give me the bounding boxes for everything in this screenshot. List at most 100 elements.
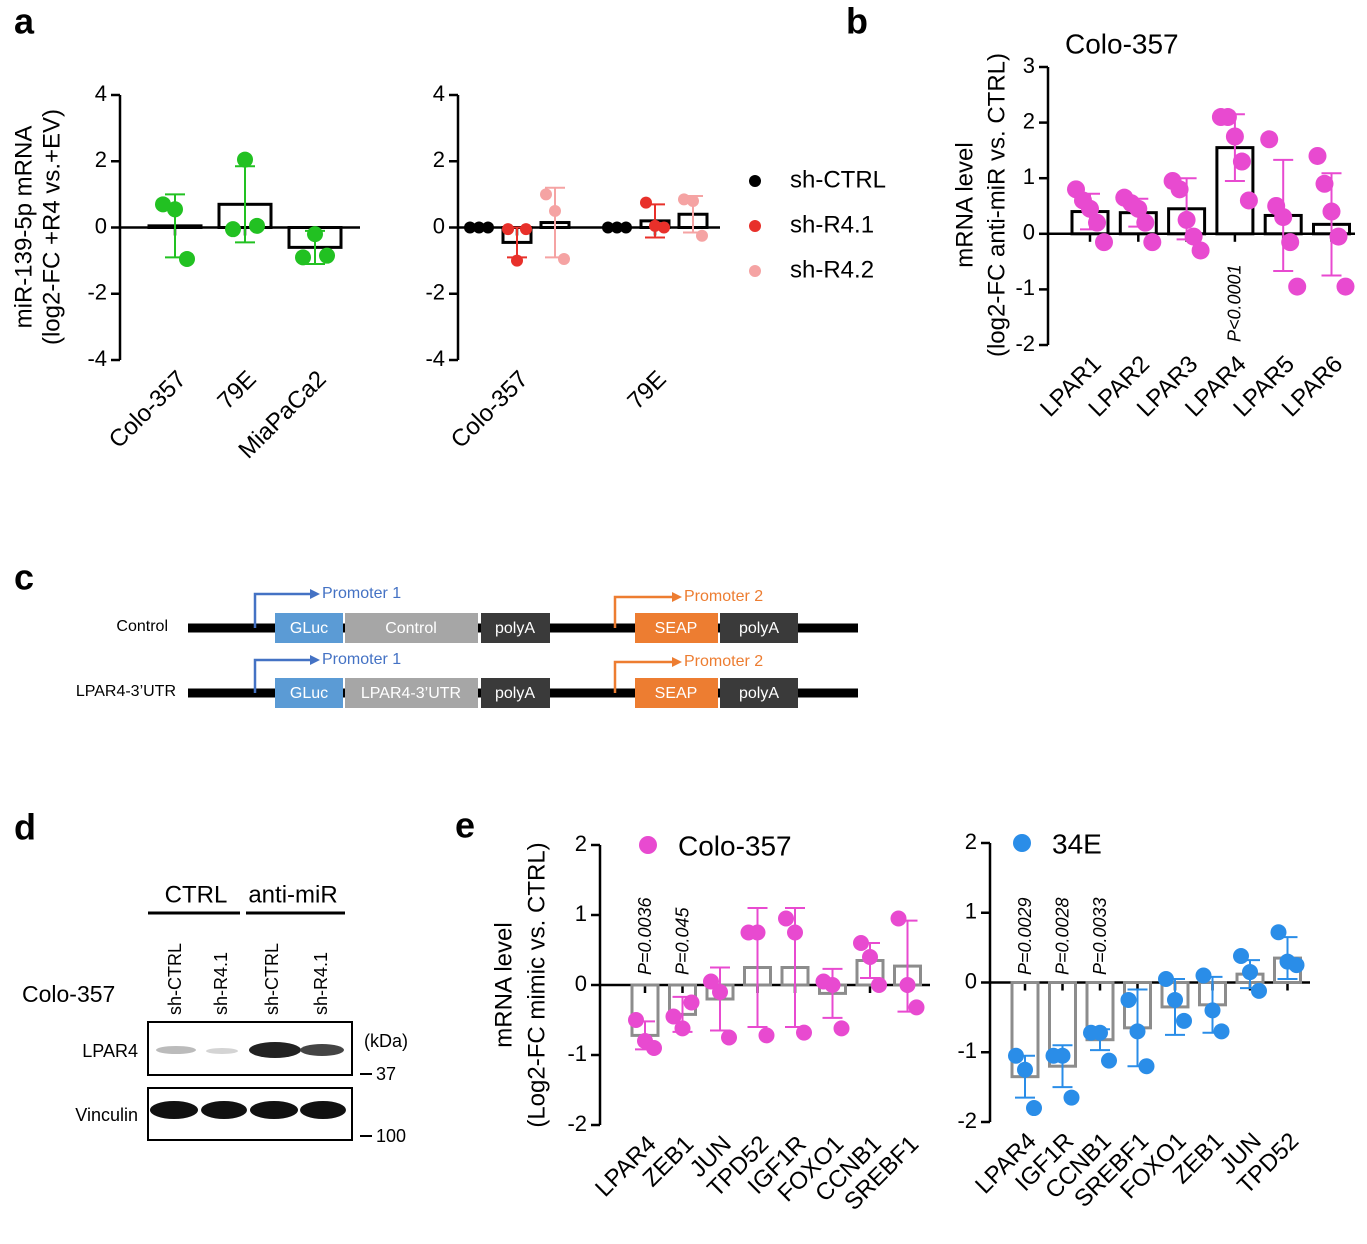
marker-label: 100 — [376, 1126, 406, 1146]
band — [250, 1101, 298, 1119]
data-point — [179, 250, 195, 267]
y-tick-label: 1 — [965, 899, 977, 924]
data-point — [473, 221, 485, 234]
legend-label: sh-R4.2 — [790, 256, 874, 283]
data-point — [1274, 208, 1293, 227]
legend-marker — [639, 836, 657, 854]
y-tick-label: -2 — [567, 1111, 587, 1136]
x-tick-label: Colo-357 — [446, 366, 534, 454]
data-point — [1336, 277, 1355, 296]
data-point — [1101, 1052, 1117, 1069]
promoter-label: Promoter 2 — [684, 653, 763, 670]
y-tick-label: 0 — [95, 213, 107, 238]
data-point — [155, 196, 171, 213]
data-point — [1170, 180, 1189, 199]
data-point — [1288, 957, 1305, 974]
promoter-arrow — [613, 595, 674, 628]
data-point — [833, 1020, 850, 1037]
data-point — [295, 249, 311, 266]
y-tick-label: -1 — [1015, 275, 1035, 300]
data-point — [1260, 130, 1279, 149]
cell-line: Colo-357 — [22, 981, 115, 1007]
data-point — [1136, 213, 1155, 232]
row-label: Control — [116, 618, 168, 635]
data-point — [620, 221, 632, 234]
band — [206, 1048, 238, 1054]
data-point — [1225, 127, 1244, 146]
data-point — [778, 910, 794, 927]
legend-label: 34E — [1052, 828, 1102, 859]
y-tick-label: 2 — [575, 831, 587, 856]
y-tick-label: 2 — [433, 147, 445, 172]
arrow-head — [672, 657, 682, 667]
gene-box — [275, 678, 343, 708]
data-point — [687, 195, 699, 207]
data-point — [862, 949, 878, 965]
data-point — [721, 1029, 737, 1046]
panel-label: a — [14, 1, 35, 42]
y-tick-label: 3 — [1023, 53, 1035, 78]
data-point — [307, 226, 323, 243]
y-tick-label: 2 — [965, 829, 977, 854]
data-point — [464, 221, 476, 234]
data-point — [249, 217, 265, 234]
lane-label: sh-R4.1 — [211, 952, 231, 1015]
gene-box — [635, 678, 718, 708]
panel-label: b — [846, 1, 868, 42]
data-point — [871, 977, 887, 993]
data-point — [319, 247, 335, 264]
data-point — [1322, 202, 1341, 221]
data-point — [1167, 991, 1183, 1008]
data-point — [1308, 146, 1327, 165]
data-point — [658, 221, 670, 234]
data-point — [1232, 152, 1251, 171]
data-point — [1218, 108, 1237, 127]
data-point — [712, 984, 728, 1000]
data-point — [1088, 213, 1106, 232]
row-label: LPAR4-3’UTR — [76, 683, 176, 700]
y-axis-label: (Log2-FC mimic vs. CTRL) — [523, 842, 550, 1127]
band — [156, 1046, 196, 1054]
y-tick-label: -2 — [1015, 331, 1035, 356]
box-label: SEAP — [655, 685, 698, 702]
annotation: P=0.0028 — [1052, 897, 1072, 975]
y-tick-label: -1 — [567, 1041, 587, 1066]
construct-row: Control Promoter 1 Promoter 2 GLuc Contr… — [116, 585, 858, 643]
legend-marker — [749, 265, 761, 277]
box-label: Control — [385, 620, 437, 637]
arrow-head — [672, 592, 682, 602]
gene-box — [635, 613, 718, 643]
box-label: polyA — [739, 685, 779, 702]
data-point — [1204, 1002, 1221, 1019]
y-tick-label: -4 — [87, 346, 107, 371]
data-point — [1158, 971, 1174, 988]
gene-box — [345, 678, 478, 708]
lane-label: sh-CTRL — [262, 943, 282, 1015]
data-point — [678, 193, 690, 206]
band — [300, 1101, 346, 1119]
y-axis-label: (log2-FC +R4 vs.+EV) — [38, 109, 65, 345]
unit-label: (kDa) — [364, 1031, 408, 1051]
box-label: polyA — [739, 620, 779, 637]
data-point — [1191, 241, 1210, 260]
data-point — [1120, 991, 1137, 1008]
data-point — [1054, 1047, 1071, 1064]
data-point — [853, 935, 869, 951]
data-point — [1242, 964, 1258, 981]
construct-diagram: Control Promoter 1 Promoter 2 GLuc Contr… — [76, 585, 858, 708]
promoter-arrow — [613, 660, 674, 693]
legend-marker — [749, 175, 761, 187]
annotation: P=0.0036 — [635, 896, 655, 975]
y-axis-label: miR-139-5p mRNA — [10, 126, 37, 329]
data-point — [1233, 947, 1249, 964]
y-tick-label: -2 — [425, 280, 445, 305]
data-point — [1138, 1058, 1155, 1075]
y-tick-label: 4 — [433, 81, 445, 106]
y-tick-label: -2 — [87, 280, 107, 305]
band — [300, 1044, 344, 1056]
arrow-head — [310, 589, 320, 599]
chart-title: Colo-357 — [1065, 28, 1179, 59]
y-tick-label: -4 — [425, 346, 445, 371]
y-tick-label: 0 — [965, 968, 977, 993]
